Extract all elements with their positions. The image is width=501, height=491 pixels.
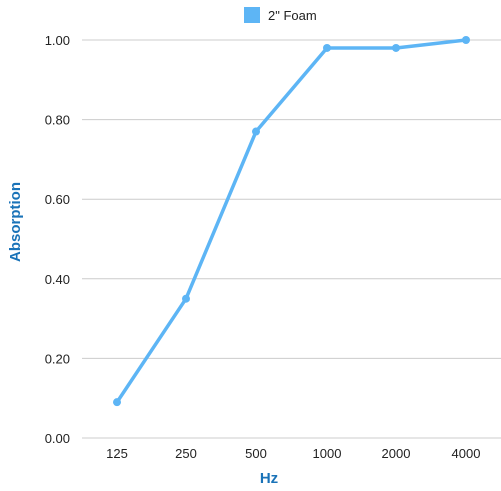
x-tick-label: 125 — [106, 446, 128, 461]
data-point[interactable] — [323, 43, 331, 52]
x-tick-label: 1000 — [313, 446, 342, 461]
series-line — [115, 38, 467, 404]
data-point[interactable] — [182, 294, 190, 303]
y-axis-ticks: 0.00 0.20 0.40 0.60 0.80 1.00 — [45, 33, 70, 446]
legend-label: 2" Foam — [268, 8, 317, 23]
y-tick-label: 0.60 — [45, 192, 70, 207]
series-layer — [113, 36, 470, 407]
x-tick-label: 250 — [175, 446, 197, 461]
y-tick-label: 0.00 — [45, 431, 70, 446]
x-axis-title: Hz — [260, 470, 278, 487]
y-tick-label: 1.00 — [45, 33, 70, 48]
x-tick-label: 4000 — [452, 446, 481, 461]
data-point[interactable] — [462, 36, 470, 44]
data-point[interactable] — [252, 127, 260, 136]
legend[interactable]: 2" Foam — [244, 7, 317, 23]
y-tick-label: 0.80 — [45, 113, 70, 128]
x-tick-label: 2000 — [382, 446, 411, 461]
gridlines — [82, 39, 501, 439]
legend-swatch — [244, 7, 260, 23]
x-axis-ticks: 125 250 500 1000 2000 4000 — [106, 446, 480, 461]
y-tick-label: 0.20 — [45, 351, 70, 366]
y-tick-label: 0.40 — [45, 272, 70, 287]
y-axis-title: Absorption — [7, 182, 24, 262]
data-point[interactable] — [392, 43, 400, 52]
data-point[interactable] — [113, 398, 121, 407]
x-tick-label: 500 — [245, 446, 267, 461]
